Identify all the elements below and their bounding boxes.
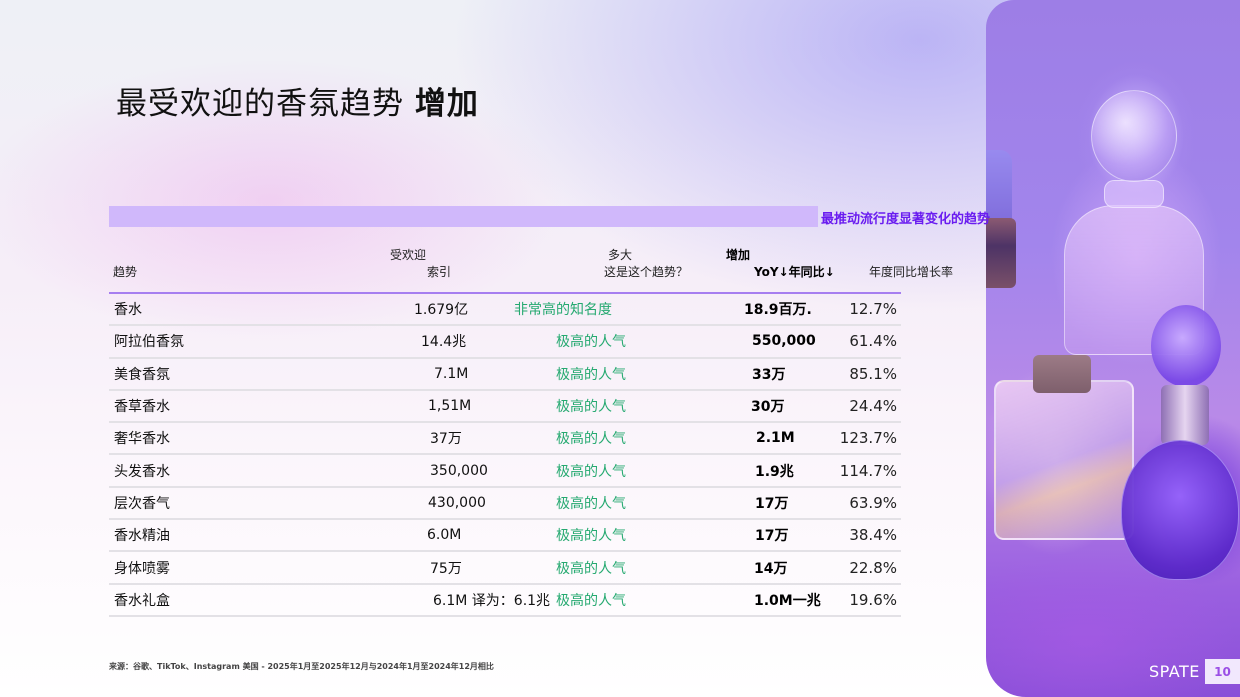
trend-size: 极高的人气 bbox=[556, 463, 626, 480]
trends-table: 香水 1.679亿 非常高的知名度 18.9百万. 12.7% 阿拉伯香氛 14… bbox=[109, 294, 901, 617]
table-row: 香水精油 6.0M 极高的人气 17万 38.4% bbox=[109, 520, 901, 553]
yoy-rate: 61.4% bbox=[849, 332, 897, 351]
growth-value: 14万 bbox=[754, 560, 788, 577]
trend-name: 香草香水 bbox=[114, 399, 170, 416]
popularity-index: 6.1M 译为：6.1兆 bbox=[433, 592, 551, 609]
trend-size: 极高的人气 bbox=[556, 560, 626, 577]
table-row: 香水礼盒 6.1M 译为：6.1兆 极高的人气 1.0M一兆 19.6% bbox=[109, 585, 901, 617]
perfume-bottles-photo bbox=[986, 0, 1240, 697]
page-title-emphasis: 增加 bbox=[414, 86, 479, 122]
brand-logo: SPATE bbox=[1149, 662, 1200, 681]
header-size-line1: 多大 bbox=[608, 248, 633, 262]
yoy-rate: 19.6% bbox=[849, 590, 897, 609]
trend-size: 极高的人气 bbox=[556, 528, 626, 545]
header-popularity-line1: 受欢迎 bbox=[390, 248, 427, 262]
popularity-index: 1,51M bbox=[428, 398, 472, 415]
header-size-line2: 这是这个趋势？ bbox=[604, 265, 689, 279]
trend-name: 身体喷雾 bbox=[114, 560, 170, 577]
bottle-left-band bbox=[986, 218, 1016, 288]
table-row: 层次香气 430,000 极高的人气 17万 63.9% bbox=[109, 488, 901, 521]
popularity-index: 75万 bbox=[430, 560, 462, 577]
popularity-index: 6.0M bbox=[427, 527, 462, 544]
growth-value: 30万 bbox=[751, 399, 785, 416]
trend-name: 奢华香水 bbox=[114, 431, 170, 448]
yoy-rate: 24.4% bbox=[849, 397, 897, 416]
trend-name: 层次香气 bbox=[114, 495, 170, 512]
header-rule bbox=[109, 292, 901, 294]
table-row: 身体喷雾 75万 极高的人气 14万 22.8% bbox=[109, 552, 901, 585]
trend-size: 极高的人气 bbox=[556, 399, 626, 416]
bottle-center-neck bbox=[1104, 180, 1164, 208]
page-number: 10 bbox=[1205, 659, 1240, 684]
trend-name: 头发香水 bbox=[114, 463, 170, 480]
popularity-index: 37万 bbox=[430, 431, 462, 448]
table-row: 香草香水 1,51M 极高的人气 30万 24.4% bbox=[109, 391, 901, 424]
header-yoy-rate: 年度同比增长率 bbox=[869, 265, 954, 279]
page-title-main: 最受欢迎的香氛趋势 bbox=[116, 86, 404, 122]
popularity-index: 14.4兆 bbox=[421, 334, 467, 351]
table-row: 香水 1.679亿 非常高的知名度 18.9百万. 12.7% bbox=[109, 294, 901, 327]
growth-value: 550,000 bbox=[752, 333, 816, 350]
growth-value: 1.0M一兆 bbox=[754, 592, 821, 609]
growth-value: 2.1M bbox=[756, 430, 795, 447]
growth-value: 17万 bbox=[755, 528, 789, 545]
trend-name: 阿拉伯香氛 bbox=[114, 334, 184, 351]
trend-size: 极高的人气 bbox=[556, 366, 626, 383]
yoy-rate: 114.7% bbox=[839, 461, 897, 480]
banner-label: 最推动流行度显著变化的趋势 bbox=[821, 212, 991, 227]
bottle-center-stopper bbox=[1091, 90, 1177, 182]
table-row: 头发香水 350,000 极高的人气 1.9兆 114.7% bbox=[109, 455, 901, 488]
header-growth-line2: YoY↓年同比↓ bbox=[754, 265, 835, 279]
popularity-index: 430,000 bbox=[428, 494, 486, 511]
page-title: 最受欢迎的香氛趋势 增加 bbox=[116, 78, 479, 123]
header-popularity-line2: 索引 bbox=[427, 265, 452, 279]
yoy-rate: 85.1% bbox=[849, 364, 897, 383]
table-row: 美食香氛 7.1M 极高的人气 33万 85.1% bbox=[109, 359, 901, 391]
trend-size: 极高的人气 bbox=[556, 592, 626, 609]
table-row: 奢华香水 37万 极高的人气 2.1M 123.7% bbox=[109, 423, 901, 456]
trend-size: 极高的人气 bbox=[556, 431, 626, 448]
header-growth-line1: 增加 bbox=[726, 248, 751, 262]
bottle-square-cap bbox=[1033, 355, 1091, 393]
trend-name: 美食香氛 bbox=[114, 366, 170, 383]
yoy-rate: 63.9% bbox=[849, 493, 897, 512]
banner-bar bbox=[109, 206, 818, 227]
yoy-rate: 22.8% bbox=[849, 558, 897, 577]
bottle-round-stopper bbox=[1151, 305, 1221, 387]
growth-value: 17万 bbox=[755, 495, 789, 512]
popularity-index: 350,000 bbox=[430, 462, 488, 479]
growth-value: 1.9兆 bbox=[755, 463, 794, 480]
popularity-index: 7.1M bbox=[434, 365, 469, 382]
growth-value: 18.9百万. bbox=[744, 302, 812, 319]
bottle-round-body bbox=[1121, 440, 1239, 580]
bottle-round-collar bbox=[1161, 385, 1209, 445]
trend-name: 香水精油 bbox=[114, 528, 170, 545]
bottle-square-body bbox=[994, 380, 1134, 540]
header-trend: 趋势 bbox=[113, 265, 138, 279]
trend-name: 香水 bbox=[114, 302, 142, 319]
trend-name: 香水礼盒 bbox=[114, 592, 170, 609]
yoy-rate: 38.4% bbox=[849, 526, 897, 545]
trend-size: 非常高的知名度 bbox=[514, 302, 612, 319]
source-note: 来源：谷歌、TikTok、Instagram 美国 - 2025年1月至2025… bbox=[109, 662, 494, 671]
growth-value: 33万 bbox=[752, 366, 786, 383]
trend-size: 极高的人气 bbox=[556, 334, 626, 351]
trend-size: 极高的人气 bbox=[556, 495, 626, 512]
table-row: 阿拉伯香氛 14.4兆 极高的人气 550,000 61.4% bbox=[109, 326, 901, 359]
yoy-rate: 123.7% bbox=[839, 429, 897, 448]
popularity-index: 1.679亿 bbox=[414, 302, 469, 319]
yoy-rate: 12.7% bbox=[849, 300, 897, 319]
